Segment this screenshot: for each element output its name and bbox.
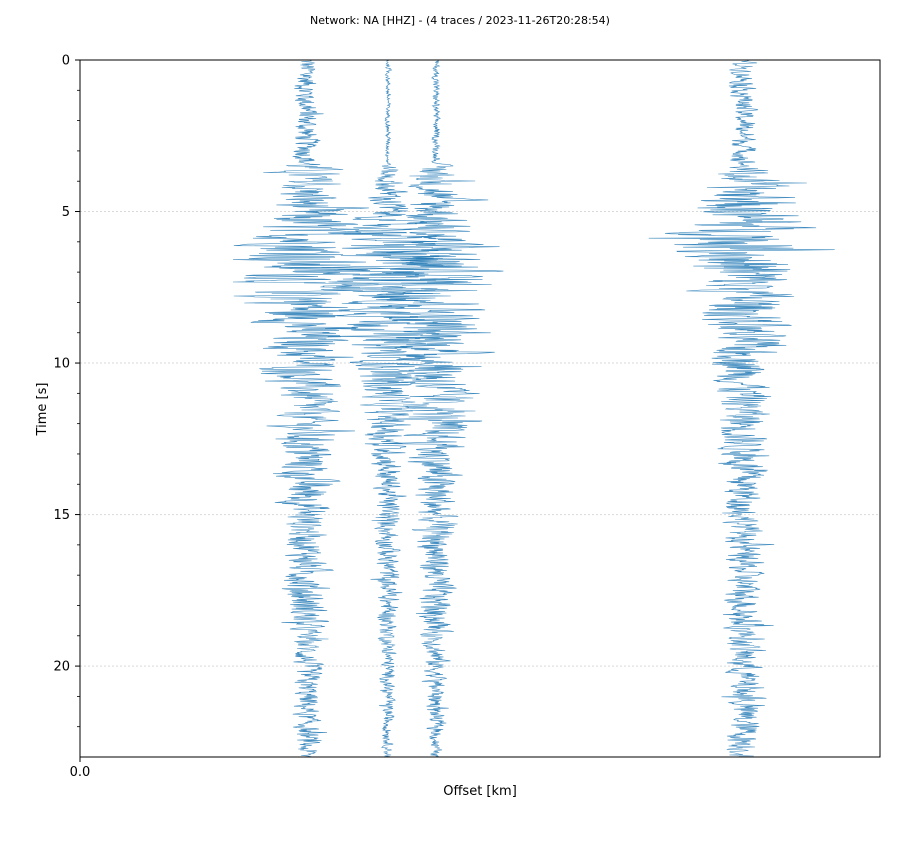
trace-1 bbox=[232, 59, 384, 758]
grid-lines bbox=[80, 211, 880, 667]
y-axis-label: Time [s] bbox=[35, 383, 50, 437]
y-tick-label: 15 bbox=[53, 508, 70, 523]
chart-title: Network: NA [HHZ] - (4 traces / 2023-11-… bbox=[310, 14, 610, 27]
y-tick-label: 10 bbox=[53, 357, 70, 372]
trace-2 bbox=[321, 60, 456, 758]
traces bbox=[232, 59, 835, 758]
y-tick-label: 20 bbox=[53, 660, 70, 675]
trace-4 bbox=[648, 59, 835, 758]
x-axis-label: Offset [km] bbox=[443, 784, 517, 799]
y-tick-label: 0 bbox=[62, 54, 70, 69]
trace-3 bbox=[369, 59, 504, 758]
x-tick-label: 0.0 bbox=[70, 765, 91, 780]
y-tick-label: 5 bbox=[62, 205, 70, 220]
axis-ticks: 0 5 10 15 20 bbox=[53, 54, 81, 762]
plot-frame bbox=[79, 59, 881, 758]
